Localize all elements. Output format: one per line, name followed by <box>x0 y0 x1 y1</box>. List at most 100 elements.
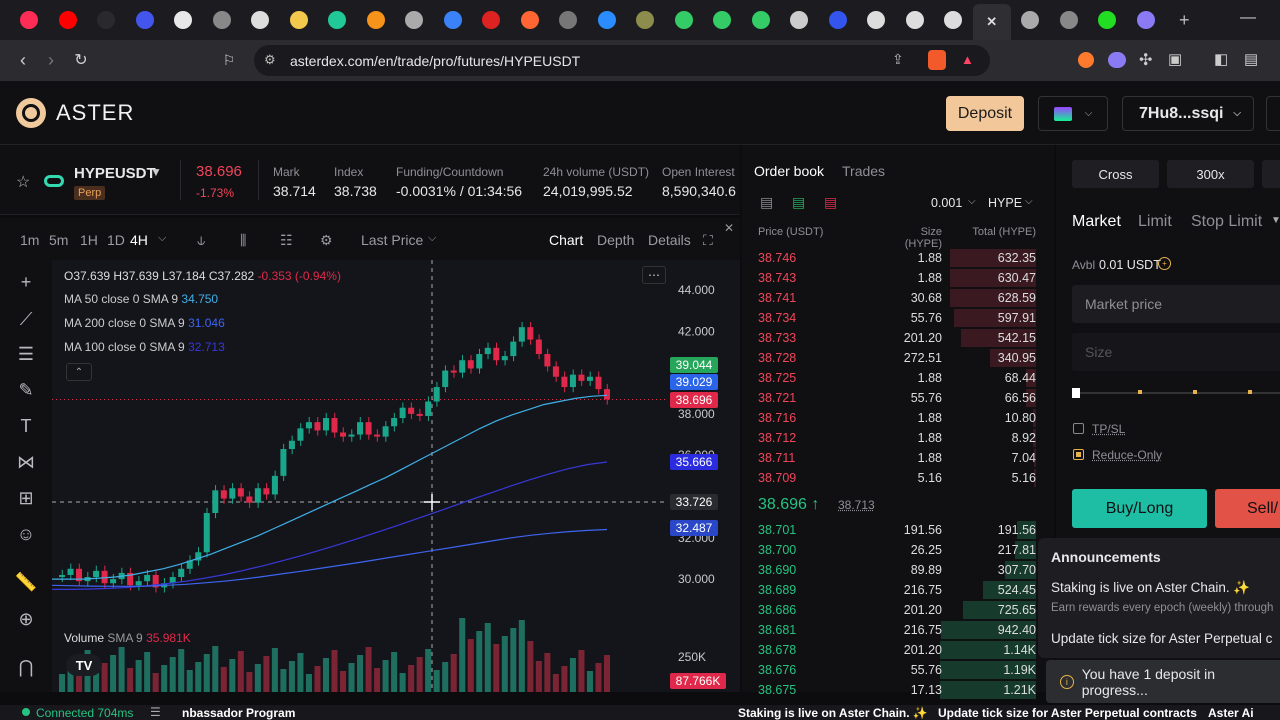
chain-selector[interactable]: ⌵ <box>1038 96 1108 131</box>
ruler-icon[interactable]: 📏 <box>14 570 38 594</box>
timeframe-1d[interactable]: 1D <box>107 232 125 248</box>
bid-row[interactable]: 38.675 17.13 1.21K <box>742 680 1054 700</box>
browser-tab[interactable] <box>1011 0 1050 40</box>
add-funds-icon[interactable]: + <box>1158 257 1171 270</box>
tab-stop-limit[interactable]: Stop Limit <box>1191 213 1262 231</box>
browser-tab[interactable] <box>434 0 473 40</box>
ask-row[interactable]: 38.716 1.88 10.80 <box>742 408 1054 428</box>
browser-tab[interactable]: ✕ <box>973 4 1012 40</box>
chevron-down-icon[interactable]: ⌵ <box>428 232 436 245</box>
reduce-only-checkbox[interactable] <box>1073 449 1084 460</box>
forward-icon[interactable]: › <box>36 45 66 75</box>
screenshot-icon[interactable]: ▣ <box>1168 50 1182 68</box>
deposit-toast[interactable]: i You have 1 deposit in progress... <box>1046 660 1280 703</box>
browser-tab[interactable] <box>1050 0 1089 40</box>
tab-details[interactable]: Details <box>648 232 691 248</box>
bid-row[interactable]: 38.686 201.20 725.65 <box>742 600 1054 620</box>
browser-tab[interactable] <box>934 0 973 40</box>
brand-logo[interactable]: ASTER <box>16 98 134 128</box>
buy-long-button[interactable]: Buy/Long <box>1072 489 1207 528</box>
globe-button[interactable] <box>1266 96 1280 131</box>
browser-tab[interactable] <box>318 0 357 40</box>
sidebar-icon[interactable]: ◧ <box>1214 50 1228 68</box>
announcement-staking[interactable]: Staking is live on Aster Chain. ✨ <box>1051 580 1250 596</box>
browser-tab[interactable] <box>626 0 665 40</box>
reload-icon[interactable]: ↻ <box>66 45 96 75</box>
ticker-item[interactable]: Update tick size for Aster Perpetual con… <box>938 706 1197 720</box>
crosshair-icon[interactable]: + <box>14 270 38 294</box>
tpsl-checkbox[interactable] <box>1073 423 1084 434</box>
browser-tab[interactable] <box>1088 0 1127 40</box>
ask-row[interactable]: 38.734 55.76 597.91 <box>742 308 1054 328</box>
timeframe-1m[interactable]: 1m <box>20 232 39 248</box>
chevron-down-icon[interactable]: ⌵ <box>968 196 976 207</box>
magnet-icon[interactable]: ⋂ <box>14 655 38 679</box>
ask-row[interactable]: 38.725 1.88 68.44 <box>742 368 1054 388</box>
settings-icon[interactable]: ⚙ <box>320 232 333 249</box>
ask-row[interactable]: 38.741 30.68 628.59 <box>742 288 1054 308</box>
browser-tab[interactable] <box>511 0 550 40</box>
browser-tab[interactable] <box>742 0 781 40</box>
close-icon[interactable]: ✕ <box>724 221 734 235</box>
precision-select[interactable]: 0.001 <box>931 196 962 210</box>
ask-row[interactable]: 38.733 201.20 542.15 <box>742 328 1054 348</box>
browser-tab[interactable] <box>126 0 165 40</box>
brush-icon[interactable]: ✎ <box>14 378 38 402</box>
fib-icon[interactable]: ☰ <box>14 342 38 366</box>
asks-view-icon[interactable]: ▤ <box>824 194 837 211</box>
timeframe-1h[interactable]: 1H <box>80 232 98 248</box>
chevron-down-icon[interactable]: ⌵ <box>1025 196 1033 207</box>
mode-button[interactable] <box>1262 160 1280 188</box>
measure-icon[interactable]: ⊞ <box>14 486 38 510</box>
chevron-down-icon[interactable]: ⌵ <box>158 232 166 245</box>
deposit-button[interactable]: Deposit <box>946 96 1024 131</box>
extensions-icon[interactable]: ✣ <box>1139 50 1152 70</box>
share-icon[interactable]: ⇪ <box>892 51 904 68</box>
candle-type-icon[interactable]: ⫝ <box>197 232 205 249</box>
unit-select[interactable]: HYPE <box>988 196 1022 210</box>
browser-tab[interactable] <box>164 0 203 40</box>
bid-row[interactable]: 38.689 216.75 524.45 <box>742 580 1054 600</box>
bids-view-icon[interactable]: ▤ <box>792 194 805 211</box>
margin-mode-button[interactable]: Cross <box>1072 160 1159 188</box>
bid-row[interactable]: 38.700 26.25 217.81 <box>742 540 1054 560</box>
slider-handle[interactable] <box>1072 388 1080 398</box>
ask-row[interactable]: 38.721 55.76 66.56 <box>742 388 1054 408</box>
new-tab-icon[interactable]: + <box>1165 0 1204 40</box>
both-sides-view-icon[interactable]: ▤ <box>760 194 773 211</box>
bid-row[interactable]: 38.676 55.76 1.19K <box>742 660 1054 680</box>
site-info-icon[interactable]: ⚙ <box>264 52 276 68</box>
fullscreen-icon[interactable]: ⛶ <box>703 232 713 249</box>
browser-tab[interactable] <box>819 0 858 40</box>
ticker-item[interactable]: Aster Ai <box>1208 706 1254 720</box>
layout-icon[interactable]: ☷ <box>280 232 293 249</box>
bookmark-icon[interactable]: ⚐ <box>214 45 244 75</box>
browser-tab[interactable] <box>87 0 126 40</box>
price-input[interactable]: Market price <box>1072 285 1280 323</box>
more-options-icon[interactable]: ⋯ <box>642 266 666 284</box>
ask-row[interactable]: 38.711 1.88 7.04 <box>742 448 1054 468</box>
trendline-icon[interactable]: ⟋ <box>14 307 38 331</box>
chevron-down-icon[interactable]: ▼ <box>150 165 162 179</box>
ask-row[interactable]: 38.743 1.88 630.47 <box>742 268 1054 288</box>
browser-tab[interactable] <box>780 0 819 40</box>
browser-tab[interactable] <box>241 0 280 40</box>
timeframe-5m[interactable]: 5m <box>49 232 68 248</box>
ticker-item[interactable]: nbassador Program <box>182 706 295 720</box>
emoji-icon[interactable]: ☺ <box>14 522 38 546</box>
timeframe-4h[interactable]: 4H <box>130 232 148 248</box>
tab-chart[interactable]: Chart <box>549 232 583 248</box>
url-bar[interactable]: ⚙ asterdex.com/en/trade/pro/futures/HYPE… <box>254 45 990 76</box>
browser-tab[interactable] <box>357 0 396 40</box>
indicators-icon[interactable]: ⫼ <box>240 232 246 249</box>
size-input[interactable]: Size <box>1072 333 1280 371</box>
zoom-in-icon[interactable]: ⊕ <box>14 607 38 631</box>
ask-row[interactable]: 38.746 1.88 632.35 <box>742 248 1054 268</box>
browser-tab[interactable] <box>549 0 588 40</box>
ticker-item[interactable]: Staking is live on Aster Chain. ✨ <box>738 706 928 720</box>
browser-tab[interactable] <box>280 0 319 40</box>
tab-order-book[interactable]: Order book <box>754 163 824 179</box>
ask-row[interactable]: 38.709 5.16 5.16 <box>742 468 1054 488</box>
browser-tab[interactable] <box>395 0 434 40</box>
bid-row[interactable]: 38.701 191.56 191.56 <box>742 520 1054 540</box>
